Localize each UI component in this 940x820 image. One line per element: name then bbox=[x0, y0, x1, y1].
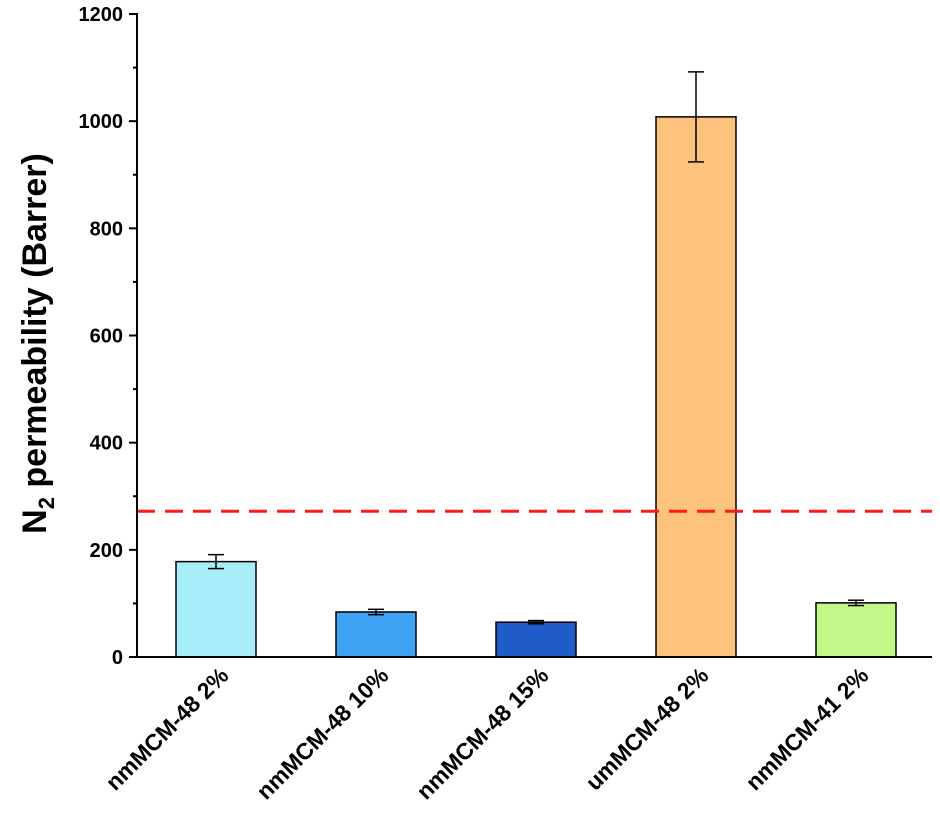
y-tick-label: 400 bbox=[90, 433, 123, 455]
y-tick-label: 200 bbox=[90, 540, 123, 562]
y-axis-title-subscript: 2 bbox=[34, 497, 59, 509]
y-tick-label: 1000 bbox=[79, 111, 124, 133]
y-tick-label: 1200 bbox=[79, 4, 124, 26]
x-category-label: umMCM-48 2% bbox=[580, 662, 713, 795]
bar bbox=[815, 602, 897, 658]
bar bbox=[175, 560, 257, 658]
x-axis-category-labels: nmMCM-48 2% nmMCM-48 10% nmMCM-48 15% umMCM… bbox=[100, 662, 873, 804]
x-category-label: nmMCM-41 2% bbox=[740, 662, 873, 795]
y-axis-title: N2 permeability (Barrer) bbox=[16, 153, 59, 534]
y-axis-ticks: 0 200 400 600 800 1000 1200 bbox=[79, 4, 137, 669]
y-tick-label: 800 bbox=[90, 218, 123, 240]
bar bbox=[495, 621, 577, 658]
y-tick-label: 0 bbox=[112, 647, 123, 669]
y-tick-label: 600 bbox=[90, 326, 123, 348]
bars-group bbox=[175, 116, 897, 658]
bar bbox=[655, 116, 737, 658]
error-bars-group bbox=[208, 71, 864, 625]
x-category-label: nmMCM-48 2% bbox=[100, 662, 233, 795]
y-axis-title-text: permeability (Barrer) bbox=[16, 153, 54, 497]
bar bbox=[335, 611, 417, 658]
y-axis-title-symbol: N bbox=[16, 509, 54, 534]
x-category-label: nmMCM-48 10% bbox=[251, 662, 393, 804]
x-category-label: nmMCM-48 15% bbox=[411, 662, 553, 804]
